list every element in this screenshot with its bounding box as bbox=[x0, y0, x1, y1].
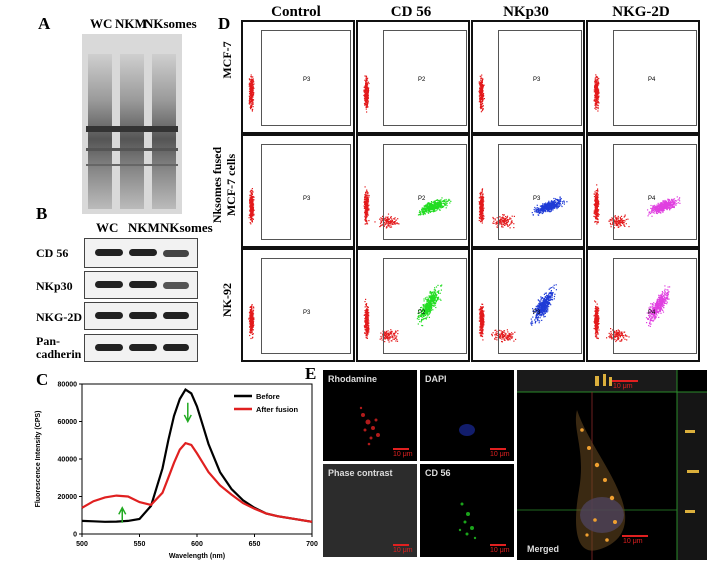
col-head-control: Control bbox=[271, 4, 321, 20]
flow-plot-r3-c4: P4 bbox=[586, 248, 700, 362]
gate-box bbox=[261, 30, 351, 126]
row-head-nksomes-fused: Nksomes fused MCF-7 cells bbox=[210, 146, 238, 224]
flow-plot-r3-c1: P3 bbox=[241, 248, 355, 362]
flow-plot-r1-c4: P4 bbox=[586, 20, 700, 134]
scale-phase: 10 μm bbox=[393, 547, 413, 554]
x-tick-label: 600 bbox=[191, 541, 203, 548]
x-tick-label: 650 bbox=[249, 541, 261, 548]
gate-box bbox=[383, 258, 467, 354]
scale-rhodamine: 10 μm bbox=[393, 451, 413, 458]
col-head-nkg2d: NKG-2D bbox=[612, 4, 670, 20]
coomassie-gel bbox=[82, 34, 182, 214]
x-axis-label: Wavelength (nm) bbox=[169, 553, 225, 560]
up-arrow bbox=[118, 506, 127, 523]
gate-name: P3 bbox=[303, 196, 311, 202]
gate-name: P4 bbox=[648, 77, 656, 83]
down-arrow bbox=[183, 402, 192, 424]
label-rhodamine: Rhodamine bbox=[328, 374, 378, 384]
gate-name: P4 bbox=[648, 310, 656, 316]
gate-name: P2 bbox=[418, 77, 426, 83]
flow-plot-r1-c1: P3 bbox=[241, 20, 355, 134]
fluorescence-spectrum-chart: 500 550 600 650 700 0 20000 40000 60000 80000 Wave… bbox=[35, 382, 318, 561]
panel-a-letter: A bbox=[38, 14, 51, 33]
flow-plot-r1-c3: P3 bbox=[471, 20, 585, 134]
wb-label-cd56: CD 56 bbox=[36, 246, 69, 260]
y-tick-label: 60000 bbox=[58, 419, 78, 426]
flow-plot-r2-c1: P3 bbox=[241, 134, 355, 248]
flow-plot-r2-c3: P3 bbox=[471, 134, 585, 248]
col-head-nkp30: NKp30 bbox=[503, 4, 549, 20]
legend-label: Before bbox=[256, 392, 280, 401]
wb-strip-pan-cadherin bbox=[84, 334, 198, 362]
panel-b-letter: B bbox=[36, 204, 48, 223]
gate-name: P4 bbox=[648, 196, 656, 202]
scale-merged-top: 10 μm bbox=[613, 383, 633, 390]
gate-box bbox=[498, 258, 582, 354]
row-head-nk92: NK-92 bbox=[220, 283, 234, 317]
gate-name: P3 bbox=[533, 196, 541, 202]
gate-name: P3 bbox=[303, 77, 311, 83]
x-tick-label: 500 bbox=[76, 541, 88, 548]
gate-name: P3 bbox=[303, 310, 311, 316]
wb-strip-nkp30 bbox=[84, 271, 198, 299]
row-head-mcf7: MCF-7 bbox=[220, 41, 234, 79]
gate-box bbox=[261, 144, 351, 240]
wb-strip-nkg2d bbox=[84, 302, 198, 330]
gate-box bbox=[498, 30, 582, 126]
flow-plot-r1-c2: P2 bbox=[356, 20, 470, 134]
y-tick-label: 0 bbox=[73, 532, 77, 539]
micro-cd56: CD 56 10 μm bbox=[420, 464, 514, 557]
gate-name: P3 bbox=[533, 77, 541, 83]
micro-rhodamine: Rhodamine 10 μm bbox=[323, 370, 417, 461]
panel-a-lane-nkm: NKM bbox=[115, 16, 147, 31]
gate-box bbox=[383, 144, 467, 240]
panel-e-letter: E bbox=[305, 364, 317, 383]
flow-plot-r3-c3: P3 bbox=[471, 248, 585, 362]
wb-label-nkg2d: NKG-2D bbox=[36, 310, 82, 324]
panel-b-lane-nkm: NKM bbox=[128, 220, 160, 235]
gate-box bbox=[383, 30, 467, 126]
micro-merged: 10 μm 10 μm Merged bbox=[517, 370, 707, 560]
y-tick-label: 80000 bbox=[58, 382, 78, 389]
scale-merged-bottom: 10 μm bbox=[623, 538, 643, 545]
y-tick-label: 40000 bbox=[58, 457, 78, 464]
panel-b-lane-wc: WC bbox=[96, 220, 119, 235]
scale-dapi: 10 μm bbox=[490, 451, 510, 458]
scale-cd56: 10 μm bbox=[490, 547, 510, 554]
wb-label-nkp30: NKp30 bbox=[36, 279, 73, 293]
flow-plot-r2-c4: P4 bbox=[586, 134, 700, 248]
col-head-cd56: CD 56 bbox=[390, 4, 432, 20]
panel-a-lane-nksomes: NKsomes bbox=[144, 16, 197, 31]
gate-name: P2 bbox=[418, 310, 426, 316]
flow-plot-r3-c2: P2 bbox=[356, 248, 470, 362]
panel-b-lane-nksomes: NKsomes bbox=[160, 220, 213, 235]
gate-box bbox=[613, 30, 697, 126]
legend-label: After fusion bbox=[256, 405, 299, 414]
wb-strip-cd56 bbox=[84, 238, 198, 268]
x-tick-label: 550 bbox=[134, 541, 146, 548]
micro-dapi: DAPI 10 μm bbox=[420, 370, 514, 461]
series-line-after-fusion bbox=[81, 441, 313, 523]
wb-label-pan-cadherin: Pan- cadherin bbox=[36, 334, 82, 361]
x-tick-label: 700 bbox=[306, 541, 318, 548]
y-tick-label: 20000 bbox=[58, 494, 78, 501]
gate-box bbox=[613, 144, 697, 240]
micro-phase-contrast: Phase contrast 10 μm bbox=[323, 464, 417, 557]
panel-c-letter: C bbox=[36, 370, 49, 389]
label-dapi: DAPI bbox=[425, 374, 447, 384]
gate-box bbox=[498, 144, 582, 240]
gate-box bbox=[261, 258, 351, 354]
label-cd56-tile: CD 56 bbox=[425, 468, 451, 478]
y-axis-label: Fluorescence Intensity (CPS) bbox=[35, 411, 42, 508]
panel-d-letter: D bbox=[218, 14, 231, 33]
panel-a-lane-wc: WC bbox=[90, 16, 113, 31]
label-phase-contrast: Phase contrast bbox=[328, 468, 393, 478]
label-merged: Merged bbox=[527, 544, 560, 554]
flow-plot-r2-c2: P2 bbox=[356, 134, 470, 248]
gate-name: P2 bbox=[418, 196, 426, 202]
gate-box bbox=[613, 258, 697, 354]
gate-name: P3 bbox=[533, 310, 541, 316]
